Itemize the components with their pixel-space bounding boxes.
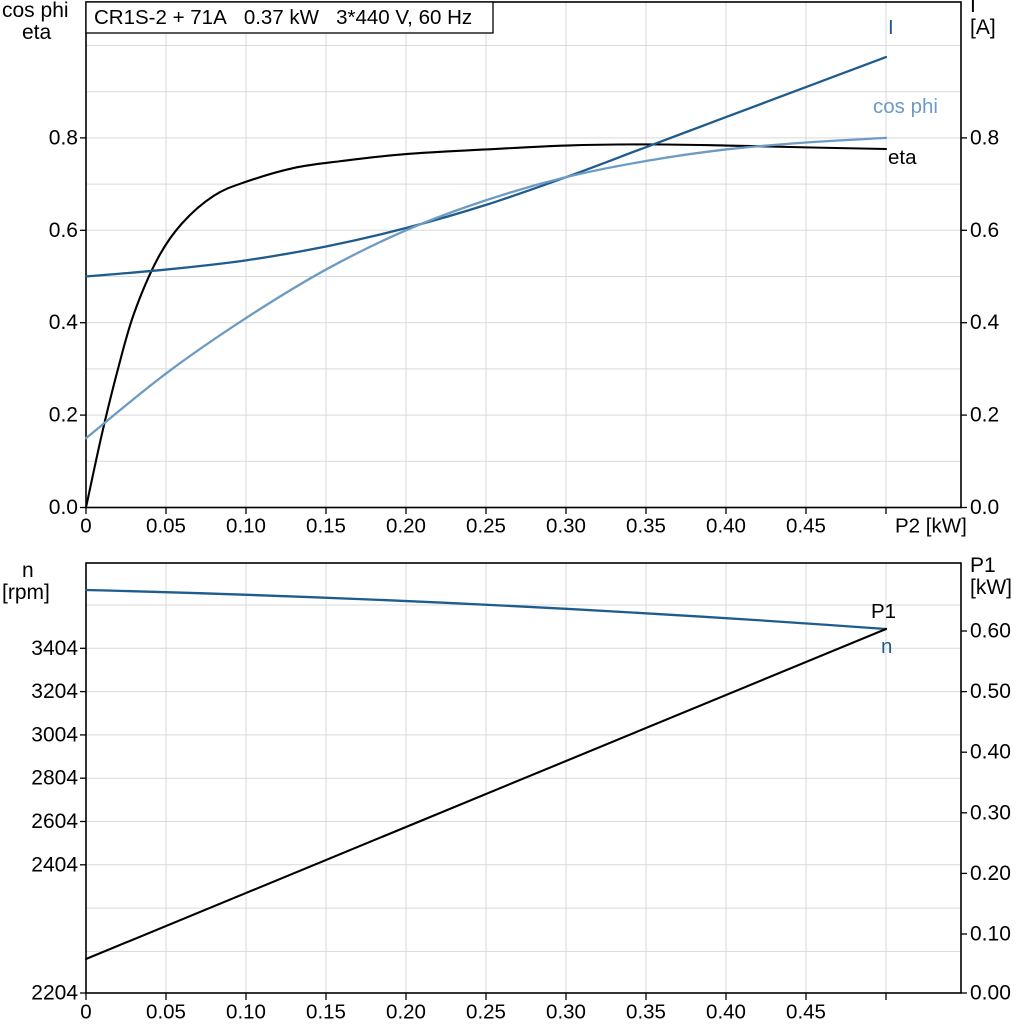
svg-text:0.25: 0.25: [466, 514, 506, 537]
svg-text:0.2: 0.2: [970, 404, 999, 427]
svg-text:[kW]: [kW]: [970, 576, 1012, 599]
svg-text:P2 [kW]: P2 [kW]: [895, 514, 967, 537]
svg-text:0.10: 0.10: [226, 1000, 266, 1023]
svg-text:0.05: 0.05: [146, 514, 186, 537]
svg-text:0.50: 0.50: [970, 680, 1011, 703]
svg-text:P1: P1: [970, 554, 996, 577]
svg-text:0.20: 0.20: [386, 514, 426, 537]
svg-text:0.60: 0.60: [970, 620, 1011, 643]
svg-text:0: 0: [80, 1000, 91, 1023]
svg-text:0.0: 0.0: [970, 496, 999, 519]
svg-text:n: n: [881, 635, 892, 658]
svg-text:0.20: 0.20: [970, 862, 1011, 885]
svg-text:0.30: 0.30: [546, 1000, 586, 1023]
svg-text:0.8: 0.8: [970, 126, 999, 149]
svg-text:CR1S-2 + 71A 0.37 kW 3*440: CR1S-2 + 71A 0.37 kW 3*440 V, 60 Hz: [94, 6, 472, 29]
svg-text:0.20: 0.20: [386, 1000, 426, 1023]
svg-text:0.15: 0.15: [306, 514, 346, 537]
svg-text:I: I: [888, 16, 894, 39]
svg-text:2604: 2604: [31, 810, 78, 833]
svg-text:cos phi: cos phi: [873, 95, 938, 118]
svg-text:0.35: 0.35: [626, 514, 666, 537]
svg-text:0.40: 0.40: [706, 1000, 746, 1023]
svg-text:0.35: 0.35: [626, 1000, 666, 1023]
svg-text:0.25: 0.25: [466, 1000, 506, 1023]
svg-text:0.40: 0.40: [706, 514, 746, 537]
svg-text:0.6: 0.6: [970, 219, 999, 242]
svg-text:0.30: 0.30: [546, 514, 586, 537]
svg-text:0.45: 0.45: [786, 514, 826, 537]
svg-text:3004: 3004: [31, 723, 78, 746]
svg-text:3204: 3204: [31, 680, 78, 703]
svg-text:0.15: 0.15: [306, 1000, 346, 1023]
svg-text:0.2: 0.2: [49, 404, 78, 427]
svg-text:3404: 3404: [31, 637, 78, 660]
svg-text:0.0: 0.0: [49, 496, 78, 519]
svg-text:2204: 2204: [31, 982, 78, 1005]
svg-text:2404: 2404: [31, 853, 78, 876]
svg-text:0: 0: [80, 514, 91, 537]
svg-text:0.4: 0.4: [970, 311, 1000, 334]
svg-text:n: n: [22, 559, 34, 582]
svg-text:eta: eta: [22, 21, 52, 44]
svg-text:0.05: 0.05: [146, 1000, 186, 1023]
svg-text:0.4: 0.4: [49, 311, 79, 334]
svg-text:0.30: 0.30: [970, 801, 1011, 824]
svg-text:[A]: [A]: [970, 16, 996, 39]
svg-text:0.6: 0.6: [49, 219, 78, 242]
svg-text:[rpm]: [rpm]: [2, 581, 50, 604]
svg-text:I: I: [970, 0, 976, 17]
svg-text:0.40: 0.40: [970, 741, 1011, 764]
svg-text:eta: eta: [888, 146, 917, 169]
svg-text:cos phi: cos phi: [2, 0, 69, 22]
svg-text:0.45: 0.45: [786, 1000, 826, 1023]
svg-text:0.00: 0.00: [970, 982, 1011, 1005]
svg-text:0.10: 0.10: [970, 923, 1011, 946]
svg-text:0.10: 0.10: [226, 514, 266, 537]
svg-text:P1: P1: [871, 600, 896, 623]
svg-text:2804: 2804: [31, 767, 78, 790]
svg-text:0.8: 0.8: [49, 126, 78, 149]
